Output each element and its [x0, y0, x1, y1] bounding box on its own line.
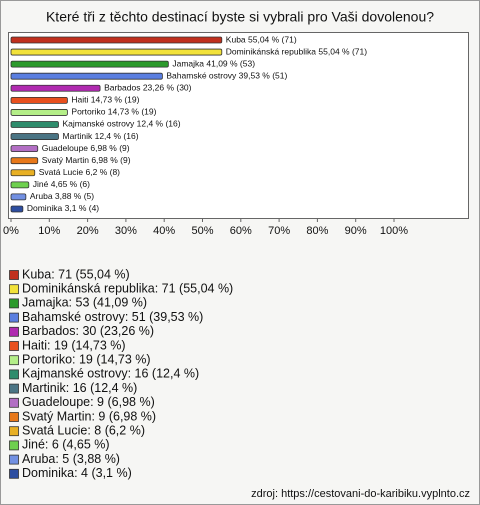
legend-label: Portoriko: 19 (14,73 %): [22, 352, 151, 366]
legend-swatch: [9, 468, 19, 479]
legend-swatch: [9, 454, 19, 465]
legend-swatch: [9, 383, 19, 394]
legend-label: Bahamské ostrovy: 51 (39,53 %): [22, 310, 203, 324]
data-label: Kuba 55,04 % (71): [226, 34, 297, 44]
data-label: Martinik 12,4 % (16): [62, 131, 138, 141]
source: zdroj: https://cestovani-do-karibiku.vyp…: [251, 488, 470, 500]
data-label: Haiti 14,73 % (19): [71, 95, 139, 105]
bar: [10, 145, 39, 153]
legend-label: Dominika: 4 (3,1 %): [22, 466, 132, 480]
legend-swatch: [9, 426, 19, 437]
bar: [10, 36, 223, 44]
legend-label: Guadeloupe: 9 (6,98 %): [22, 395, 155, 409]
legend-label: Kajmanské ostrovy: 16 (12,4 %): [22, 367, 199, 381]
legend-swatch: [9, 270, 19, 280]
legend-swatch: [9, 397, 19, 408]
x-tick-label: 0%: [3, 225, 19, 237]
bar: [10, 60, 169, 68]
x-tick-label: 20%: [77, 225, 99, 237]
legend-swatch: [9, 312, 19, 323]
bar: [10, 96, 68, 104]
x-tick-label: 100%: [380, 225, 408, 237]
data-label: Svatý Martin 6,98 % (9): [42, 155, 131, 165]
legend-label: Dominikánská republika: 71 (55,04 %): [22, 281, 233, 295]
bar: [10, 109, 68, 116]
data-label: Jamajka 41,09 % (53): [172, 58, 255, 68]
legend-label: Haiti: 19 (14,73 %): [22, 338, 126, 352]
legend-swatch: [9, 440, 19, 451]
bar: [10, 84, 101, 92]
data-label: Bahamské ostrovy 39,53 % (51): [166, 70, 287, 80]
x-tick-label: 50%: [191, 225, 213, 237]
data-label: Kajmanské ostrovy 12,4 % (16): [62, 119, 180, 129]
legend-swatch: [9, 341, 19, 351]
data-label: Portoriko 14,73 % (19): [71, 107, 156, 117]
bar: [10, 133, 59, 140]
bar: [10, 169, 36, 177]
bar: [10, 157, 39, 165]
legend-label: Svatý Martin: 9 (6,98 %): [22, 409, 156, 423]
bar: [10, 48, 223, 56]
x-tick-label: 80%: [306, 225, 328, 237]
legend-label: Barbados: 30 (23,26 %): [22, 324, 154, 338]
legend-label: Aruba: 5 (3,88 %): [22, 452, 120, 466]
bar: [10, 72, 163, 80]
x-tick-label: 30%: [115, 225, 137, 237]
data-label: Jiné 4,65 % (6): [33, 179, 90, 189]
data-label: Guadeloupe 6,98 % (9): [42, 143, 130, 153]
legend-swatch: [9, 412, 19, 422]
legend-label: Jiné: 6 (4,65 %): [22, 438, 110, 452]
bar: [10, 121, 59, 128]
x-tick-label: 10%: [38, 225, 60, 237]
bar: [10, 205, 24, 213]
x-tick-label: 60%: [230, 225, 252, 237]
data-label: Dominika 3,1 % (4): [27, 203, 99, 213]
legend-label: Svatá Lucie: 8 (6,2 %): [22, 423, 145, 437]
legend-label: Jamajka: 53 (41,09 %): [22, 296, 147, 310]
data-label: Dominikánská republika 55,04 % (71): [226, 46, 367, 56]
data-label: Svatá Lucie 6,2 % (8): [39, 167, 120, 177]
bar: [10, 193, 27, 201]
legend-swatch: [9, 369, 19, 380]
x-tick-label: 90%: [345, 225, 367, 237]
legend-label: Martinik: 16 (12,4 %): [22, 381, 137, 395]
chart-title: Které tři z těchto destinací byste si vy…: [46, 9, 434, 25]
x-tick-label: 40%: [153, 225, 175, 237]
legend-swatch: [9, 298, 19, 309]
legend-swatch: [9, 355, 19, 366]
bar: [10, 181, 30, 189]
legend-swatch: [9, 284, 19, 295]
data-label: Aruba 3,88 % (5): [30, 191, 94, 201]
legend-swatch: [9, 326, 19, 337]
data-label: Barbados 23,26 % (30): [104, 83, 192, 93]
legend-label: Kuba: 71 (55,04 %): [22, 267, 130, 281]
x-tick-label: 70%: [268, 225, 290, 237]
